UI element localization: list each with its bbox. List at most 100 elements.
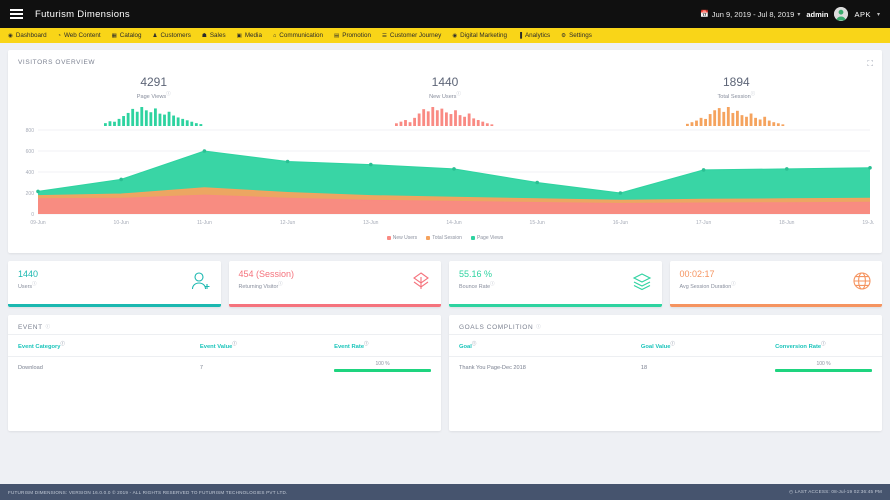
sparkline-row [8, 102, 882, 126]
kpi-value: 1440 [431, 75, 459, 89]
table-row[interactable]: Download 7 100 % [8, 356, 441, 379]
column-header-conversion-rate[interactable]: Conversion Rateⓘ [765, 333, 882, 357]
rate-progress-bar [334, 368, 431, 372]
legend-swatch [386, 235, 391, 240]
legend-item-total-session[interactable]: Total Session [426, 235, 462, 241]
nav-item-web-content[interactable]: ◔ Web Content [58, 32, 101, 39]
svg-text:400: 400 [26, 170, 35, 176]
metric-card-avg-session-duration[interactable]: 00:02:17 Avg Session Durationⓘ [669, 260, 882, 307]
calendar-icon: 📅 [700, 11, 709, 18]
table-header-row: Event Categoryⓘ Event Valueⓘ Event Rateⓘ [8, 333, 441, 357]
info-icon[interactable]: ⓘ [166, 91, 171, 96]
info-icon[interactable]: ⓘ [45, 324, 51, 330]
kpi-label: New Usersⓘ [429, 91, 461, 100]
promotion-icon: ▤ [334, 32, 340, 39]
metric-label: Usersⓘ [18, 280, 37, 290]
nav-label: Dashboard [15, 32, 47, 39]
media-icon: ▣ [236, 32, 242, 39]
svg-text:15-Jun: 15-Jun [530, 220, 546, 226]
legend-item-page-views[interactable]: Page Views [470, 234, 504, 241]
org-label[interactable]: APK [854, 9, 871, 19]
cell-goal: Thank You Page-Dec 2018 [459, 364, 526, 371]
nav-item-catalog[interactable]: ▦ Catalog [112, 32, 142, 39]
kpi-value: 1894 [722, 75, 750, 89]
metric-progress-bar [228, 303, 441, 307]
avatar[interactable] [834, 7, 849, 21]
kpi-new-users: 1440 New Usersⓘ [299, 75, 590, 100]
nav-item-dashboard[interactable]: ◉ Dashboard [8, 32, 47, 39]
kpi-row: 4291 Page Viewsⓘ 1440 New Usersⓘ 1894 To… [8, 69, 882, 102]
nav-item-media[interactable]: ▣ Media [237, 32, 262, 39]
dashboard-icon: ◉ [8, 32, 13, 39]
nav-label: Communication [279, 32, 324, 39]
table-row[interactable]: Thank You Page-Dec 2018 18 100 % [449, 356, 882, 379]
footer: FUTURISM DIMENSIONS: VERSION 16.0.0.0 © … [0, 484, 890, 500]
info-icon[interactable]: ⓘ [456, 91, 461, 96]
svg-text:17-Jun: 17-Jun [696, 220, 712, 226]
svg-text:18-Jun: 18-Jun [779, 220, 795, 226]
column-header-goal-value[interactable]: Goal Valueⓘ [630, 333, 766, 357]
info-icon[interactable]: ⓘ [750, 91, 756, 96]
cell-event-category: Download [18, 364, 43, 371]
top-bar-right: 📅 Jun 9, 2019 - Jul 8, 2019 ▾ admin APK … [700, 7, 880, 21]
nav-item-digital-marketing[interactable]: ◉ Digital Marketing [452, 32, 507, 39]
digital-marketing-icon: ◉ [452, 32, 458, 39]
cell-goal-value: 18 [640, 364, 648, 371]
top-bar-left: Futurism Dimensions [10, 9, 130, 20]
goals-table: Goalⓘ Goal Valueⓘ Conversion Rateⓘ Thank… [449, 333, 882, 379]
sparkline-page-views [8, 104, 299, 126]
nav-item-customers[interactable]: ♟ Customers [153, 32, 191, 39]
metric-card-users[interactable]: 1440 Usersⓘ [8, 260, 221, 307]
nav-item-settings[interactable]: ⚙ Settings [561, 32, 592, 39]
visitors-overview-panel: VISITORS OVERVIEW ⛶ 4291 Page Viewsⓘ 144… [8, 50, 882, 253]
nav-item-promotion[interactable]: ▤ Promotion [334, 32, 371, 39]
column-header-event-category[interactable]: Event Categoryⓘ [8, 333, 190, 357]
info-icon[interactable]: ⓘ [232, 340, 237, 346]
cell-event-rate: 100 % [324, 356, 441, 379]
rate-label: 100 % [816, 360, 831, 367]
nav-item-sales[interactable]: ☗ Sales [202, 32, 226, 39]
info-icon[interactable]: ⓘ [670, 340, 675, 346]
nav-item-analytics[interactable]: ▐ Analytics [518, 32, 550, 39]
metric-card-returning-visitor[interactable]: 454 (Session) Returning Visitorⓘ [228, 260, 441, 307]
metric-label: Avg Session Durationⓘ [679, 280, 736, 290]
hamburger-icon[interactable] [10, 9, 23, 19]
expand-icon[interactable]: ⛶ [867, 59, 873, 68]
date-range-picker[interactable]: 📅 Jun 9, 2019 - Jul 8, 2019 ▾ [700, 10, 800, 19]
date-range-label: Jun 9, 2019 - Jul 8, 2019 [711, 9, 795, 19]
nav-label: Promotion [342, 32, 371, 39]
info-icon[interactable]: ⓘ [471, 340, 477, 346]
catalog-icon: ▦ [111, 32, 117, 39]
nav-item-customer-journey[interactable]: ☰ Customer Journey [382, 32, 441, 39]
kpi-value: 4291 [140, 75, 168, 89]
metric-card-row: 1440 Usersⓘ 454 (Session) Returning Visi… [8, 260, 882, 307]
legend-label: Page Views [476, 234, 504, 241]
nav-label: Customers [160, 32, 191, 39]
legend-item-new-users[interactable]: New Users [386, 235, 417, 241]
column-header-event-rate[interactable]: Event Rateⓘ [324, 333, 441, 357]
metric-label: Bounce Rateⓘ [459, 280, 495, 290]
sales-icon: ☗ [201, 32, 207, 39]
chevron-down-icon-org[interactable]: ▾ [876, 11, 880, 18]
info-icon[interactable]: ⓘ [60, 340, 65, 346]
info-icon[interactable]: ⓘ [278, 280, 283, 286]
info-icon[interactable]: ⓘ [490, 280, 495, 286]
username-label[interactable]: admin [806, 9, 829, 19]
info-icon[interactable]: ⓘ [731, 280, 736, 286]
communication-icon: ⌂ [272, 32, 277, 39]
customer-journey-icon: ☰ [381, 32, 387, 39]
column-header-event-value[interactable]: Event Valueⓘ [189, 333, 325, 357]
info-icon[interactable]: ⓘ [364, 340, 369, 346]
metric-progress-bar [669, 303, 882, 307]
info-icon[interactable]: ⓘ [821, 340, 826, 346]
nav-label: Media [244, 32, 262, 39]
metric-card-bounce-rate[interactable]: 55.16 % Bounce Rateⓘ [449, 260, 662, 307]
svg-text:0: 0 [31, 212, 34, 218]
info-icon[interactable]: ⓘ [32, 280, 37, 286]
metric-value: 454 (Session) [238, 268, 295, 279]
column-header-goal[interactable]: Goalⓘ [449, 333, 631, 357]
nav-item-communication[interactable]: ⌂ Communication [273, 32, 323, 39]
globe-icon [851, 271, 873, 296]
info-icon[interactable]: ⓘ [536, 324, 542, 330]
sparkline-new-users [299, 104, 590, 126]
